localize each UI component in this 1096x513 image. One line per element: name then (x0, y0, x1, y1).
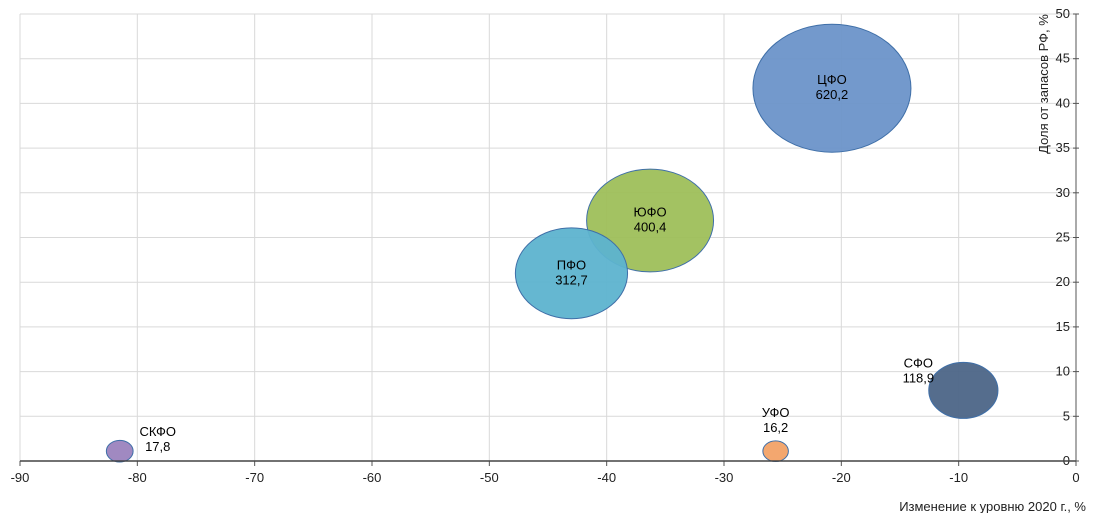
x-tick-label: -10 (949, 470, 968, 485)
y-axis-title: Доля от запасов РФ, % (1036, 14, 1051, 154)
x-axis-title: Изменение к уровню 2020 г., % (899, 499, 1086, 513)
bubble (752, 23, 912, 153)
x-tick-label: -80 (128, 470, 147, 485)
x-tick-label: 0 (1072, 470, 1079, 485)
x-tick-label: -70 (245, 470, 264, 485)
y-tick-label: 45 (1056, 51, 1070, 66)
y-tick-label: 10 (1056, 364, 1070, 379)
y-tick-label: 20 (1056, 274, 1070, 289)
y-tick-label: 30 (1056, 185, 1070, 200)
bubble (105, 439, 134, 463)
bubble-name-label: ПФО (557, 257, 586, 272)
x-tick-label: -60 (363, 470, 382, 485)
axes: -90-80-70-60-50-40-30-20-100051015202530… (11, 6, 1080, 485)
x-tick-label: -50 (480, 470, 499, 485)
bubble-value-label: 620,2 (816, 87, 849, 102)
bubble-value-label: 312,7 (555, 272, 588, 287)
bubble-name-label: ЦФО (817, 72, 847, 87)
y-tick-label: 25 (1056, 230, 1070, 245)
bubble-name-label: СФО (904, 355, 933, 370)
bubble-name-label: ЮФО (634, 205, 667, 220)
bubble (762, 440, 789, 463)
bubbles (105, 23, 999, 463)
y-tick-label: 5 (1063, 408, 1070, 423)
x-tick-label: -30 (715, 470, 734, 485)
y-tick-label: 15 (1056, 319, 1070, 334)
bubble-value-label: 17,8 (145, 439, 170, 454)
bubble-name-label: СКФО (139, 424, 176, 439)
x-tick-label: -20 (832, 470, 851, 485)
y-tick-label: 50 (1056, 6, 1070, 21)
bubble-name-label: УФО (762, 405, 790, 420)
bubble-value-label: 16,2 (763, 420, 788, 435)
y-tick-label: 35 (1056, 140, 1070, 155)
x-tick-label: -40 (597, 470, 616, 485)
bubble-value-label: 400,4 (634, 220, 667, 235)
bubble (586, 168, 715, 273)
bubble (928, 361, 999, 419)
bubble-value-label: 118,9 (903, 370, 935, 385)
y-tick-label: 40 (1056, 95, 1070, 110)
x-tick-label: -90 (11, 470, 30, 485)
bubble (514, 227, 629, 320)
